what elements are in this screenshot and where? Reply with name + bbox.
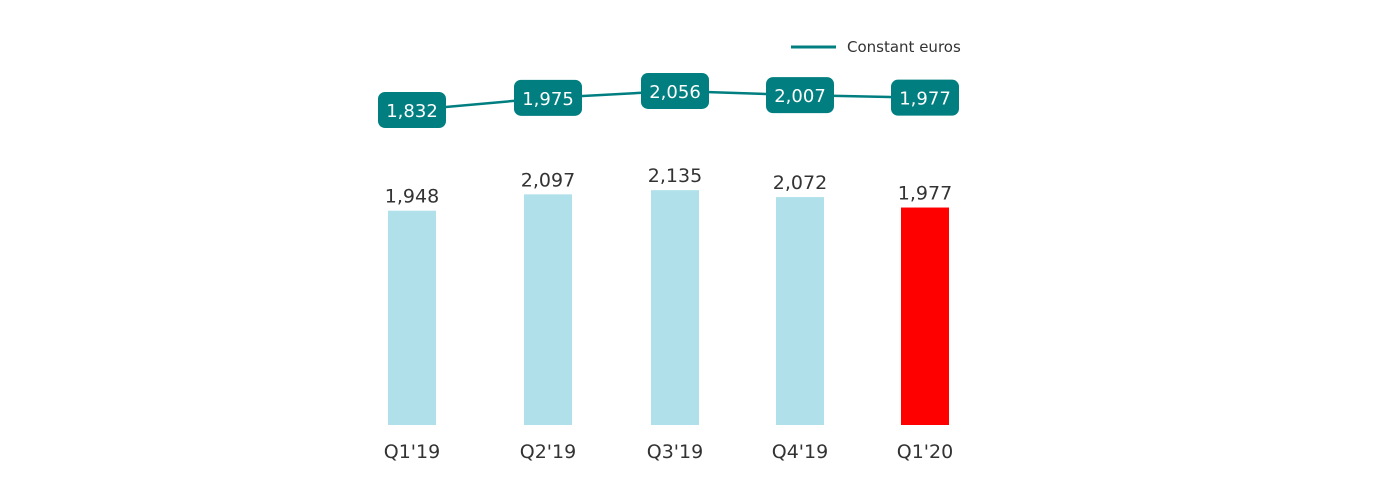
line-point-marker — [641, 72, 709, 109]
bar — [901, 207, 949, 425]
bar — [651, 190, 699, 425]
line-value-label: 1,975 — [522, 89, 574, 110]
bar — [388, 210, 436, 425]
line-value-label: 1,832 — [386, 101, 438, 122]
line-value-label: 2,007 — [774, 86, 826, 107]
line-point-marker — [514, 79, 582, 116]
bar-value-label: 2,097 — [521, 169, 575, 191]
bar — [524, 194, 572, 425]
legend-label: Constant euros — [847, 38, 961, 56]
x-tick-label: Q3'19 — [647, 441, 703, 463]
line-value-label: 2,056 — [649, 82, 701, 103]
legend: Constant euros — [791, 38, 961, 56]
bar-value-label: 1,948 — [385, 186, 439, 208]
x-tick-label: Q2'19 — [520, 441, 576, 463]
line-value-label: 1,977 — [899, 89, 951, 110]
line-point-marker — [766, 77, 834, 114]
x-tick-label: Q1'20 — [897, 441, 953, 463]
bar — [776, 197, 824, 425]
bar-value-label: 2,072 — [773, 172, 827, 194]
bar-value-label: 1,977 — [898, 183, 952, 205]
x-tick-label: Q4'19 — [772, 441, 828, 463]
bar-value-label: 2,135 — [648, 165, 702, 187]
x-tick-label: Q1'19 — [384, 441, 440, 463]
line-point-marker — [891, 79, 959, 116]
line-point-marker — [378, 92, 446, 128]
